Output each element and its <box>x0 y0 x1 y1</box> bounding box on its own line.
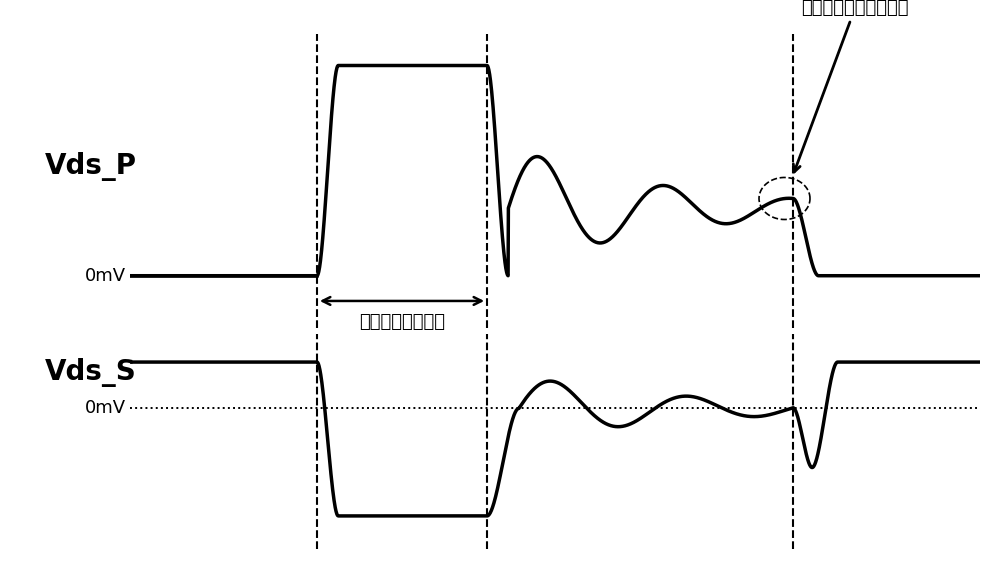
Text: Vds_P: Vds_P <box>45 152 137 181</box>
Text: 次边同步整流导通: 次边同步整流导通 <box>359 312 445 331</box>
Text: 0mV: 0mV <box>85 267 126 285</box>
Text: 0mV: 0mV <box>85 400 126 417</box>
Text: 开通瞬间电压高应力大: 开通瞬间电压高应力大 <box>793 0 909 172</box>
Text: Vds_S: Vds_S <box>45 358 137 387</box>
